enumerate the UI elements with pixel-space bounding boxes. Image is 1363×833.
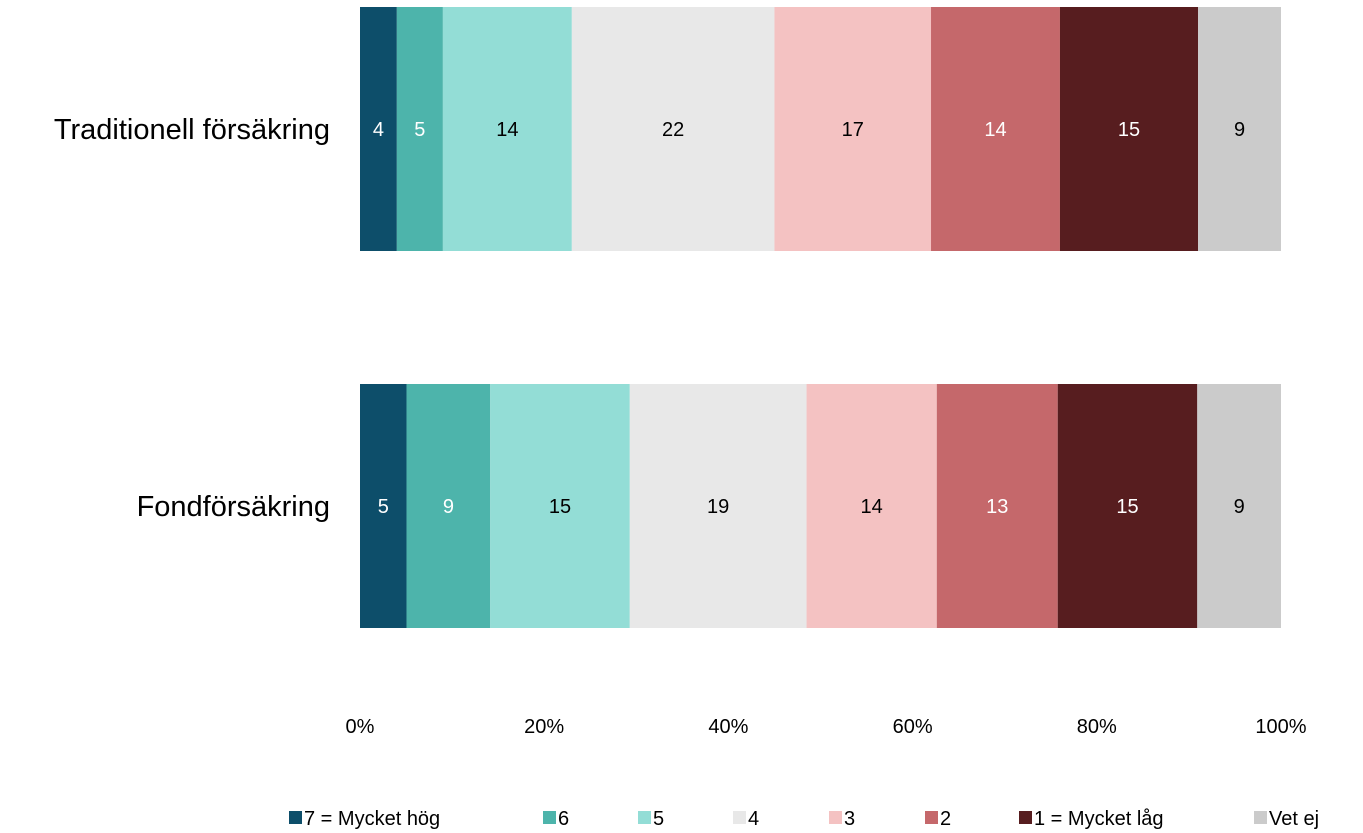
legend-swatch-1-mycket-l-g xyxy=(1019,811,1032,824)
legend-label-4: 4 xyxy=(748,808,759,830)
bar-segment-fondf-rs-kring-5 xyxy=(490,384,630,628)
data-label-fondf-rs-kring-6: 9 xyxy=(443,496,454,518)
legend-label-3: 3 xyxy=(844,808,855,830)
bar-segment-traditionell-f-rs-kring-4 xyxy=(571,7,775,251)
x-axis: 0% 20% 40% 60% 80% 100% xyxy=(346,716,1307,738)
data-label-traditionell-f-rs-kring-5: 14 xyxy=(496,119,518,141)
legend-swatch-3 xyxy=(829,811,842,824)
data-label-fondf-rs-kring-4: 19 xyxy=(707,496,729,518)
legend-swatch-2 xyxy=(925,811,938,824)
data-label-traditionell-f-rs-kring-6: 5 xyxy=(414,119,425,141)
x-tick-label-5: 100% xyxy=(1255,716,1306,738)
bar-segment-fondf-rs-kring-1-mycket-l-g xyxy=(1057,384,1198,628)
legend-label-1-mycket-l-g: 1 = Mycket låg xyxy=(1034,808,1164,830)
bar-segment-traditionell-f-rs-kring-2 xyxy=(931,7,1060,251)
bar-segment-traditionell-f-rs-kring-3 xyxy=(774,7,932,251)
data-label-traditionell-f-rs-kring-7-mycket-h-g: 4 xyxy=(373,119,384,141)
data-label-traditionell-f-rs-kring-vet-ej: 9 xyxy=(1234,119,1245,141)
bar-segment-fondf-rs-kring-2 xyxy=(936,384,1058,628)
x-tick-label-1: 20% xyxy=(524,716,564,738)
legend-swatch-vet-ej xyxy=(1254,811,1267,824)
x-tick-label-2: 40% xyxy=(708,716,748,738)
bar-segment-fondf-rs-kring-vet-ej xyxy=(1197,384,1281,628)
data-label-fondf-rs-kring-3: 14 xyxy=(861,496,883,518)
data-label-fondf-rs-kring-5: 15 xyxy=(549,496,571,518)
data-label-traditionell-f-rs-kring-4: 22 xyxy=(662,119,684,141)
bar-segment-traditionell-f-rs-kring-6 xyxy=(396,7,443,251)
bar-segment-fondf-rs-kring-7-mycket-h-g xyxy=(360,384,407,628)
data-label-fondf-rs-kring-1-mycket-l-g: 15 xyxy=(1116,496,1138,518)
x-tick-label-0: 0% xyxy=(346,716,375,738)
bar-segment-fondf-rs-kring-6 xyxy=(406,384,491,628)
bar-segment-fondf-rs-kring-3 xyxy=(806,384,937,628)
x-tick-label-4: 80% xyxy=(1077,716,1117,738)
bar-segment-traditionell-f-rs-kring-1-mycket-l-g xyxy=(1059,7,1199,251)
legend-swatch-6 xyxy=(543,811,556,824)
category-labels: Traditionell försäkring Fondförsäkring xyxy=(54,114,330,523)
bar-segment-traditionell-f-rs-kring-vet-ej xyxy=(1198,7,1281,251)
legend-swatch-5 xyxy=(638,811,651,824)
data-label-fondf-rs-kring-vet-ej: 9 xyxy=(1234,496,1245,518)
legend: 7 = Mycket hög 6 5 4 3 2 1 = Mycket låg Vet ej xyxy=(289,808,1319,830)
legend-label-vet-ej: Vet ej xyxy=(1269,808,1319,830)
bars-group: 4 5 14 22 17 14 15 9 5 9 15 19 14 13 15 9 xyxy=(360,7,1281,628)
legend-label-2: 2 xyxy=(940,808,951,830)
data-label-fondf-rs-kring-2: 13 xyxy=(986,496,1008,518)
category-label-traditionell-f-rs-kring: Traditionell försäkring xyxy=(54,114,330,146)
data-label-traditionell-f-rs-kring-1-mycket-l-g: 15 xyxy=(1118,119,1140,141)
legend-label-7-mycket-h-g: 7 = Mycket hög xyxy=(304,808,440,830)
legend-label-6: 6 xyxy=(558,808,569,830)
data-label-traditionell-f-rs-kring-3: 17 xyxy=(842,119,864,141)
data-label-fondf-rs-kring-7-mycket-h-g: 5 xyxy=(378,496,389,518)
bar-segment-traditionell-f-rs-kring-5 xyxy=(442,7,572,251)
legend-swatch-4 xyxy=(733,811,746,824)
legend-label-5: 5 xyxy=(653,808,664,830)
category-label-fondf-rs-kring: Fondförsäkring xyxy=(137,491,330,523)
legend-swatch-7-mycket-h-g xyxy=(289,811,302,824)
x-tick-label-3: 60% xyxy=(893,716,933,738)
bar-segment-traditionell-f-rs-kring-7-mycket-h-g xyxy=(360,7,397,251)
bar-segment-fondf-rs-kring-4 xyxy=(629,384,807,628)
data-label-traditionell-f-rs-kring-2: 14 xyxy=(984,119,1006,141)
